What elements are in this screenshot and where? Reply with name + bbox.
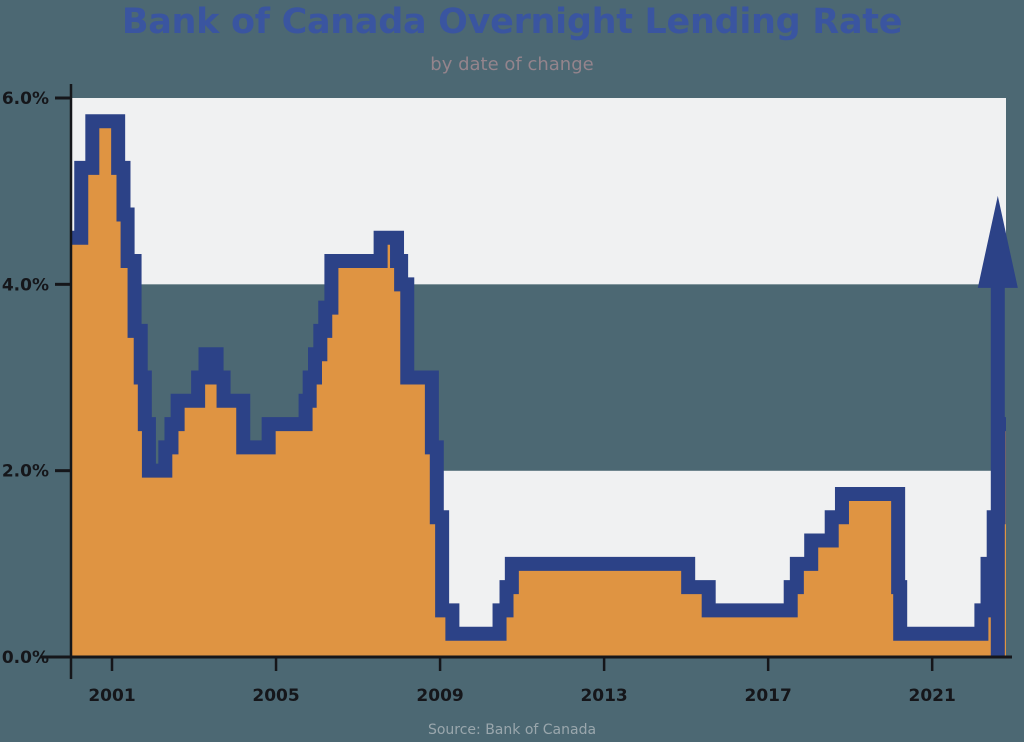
y-tick-label: 4.0% (2, 275, 49, 295)
y-tick-label: 2.0% (2, 462, 49, 482)
x-tick-label: 2005 (252, 686, 299, 706)
rate-line (71, 114, 1006, 641)
x-tick-label: 2021 (909, 686, 956, 706)
axes (40, 84, 1012, 679)
y-axis-tick-labels: 0.0% 2.0% 4.0% 6.0% (2, 89, 49, 668)
chart-title: Bank of Canada Overnight Lending Rate (121, 2, 903, 42)
area-fill (71, 121, 1006, 657)
y-tick-label: 6.0% (2, 89, 49, 109)
x-tick-label: 2001 (88, 686, 135, 706)
chart-subtitle: by date of change (430, 54, 594, 75)
x-tick-label: 2017 (744, 686, 791, 706)
x-axis-tick-labels: 2001 2005 2009 2013 2017 2021 (88, 686, 956, 706)
x-tick-label: 2013 (580, 686, 627, 706)
chart-source-note: Source: Bank of Canada (427, 722, 597, 738)
x-tick-label: 2009 (416, 686, 463, 706)
y-tick-label: 0.0% (2, 648, 49, 668)
rising-rate-arrow-icon (977, 195, 1018, 657)
